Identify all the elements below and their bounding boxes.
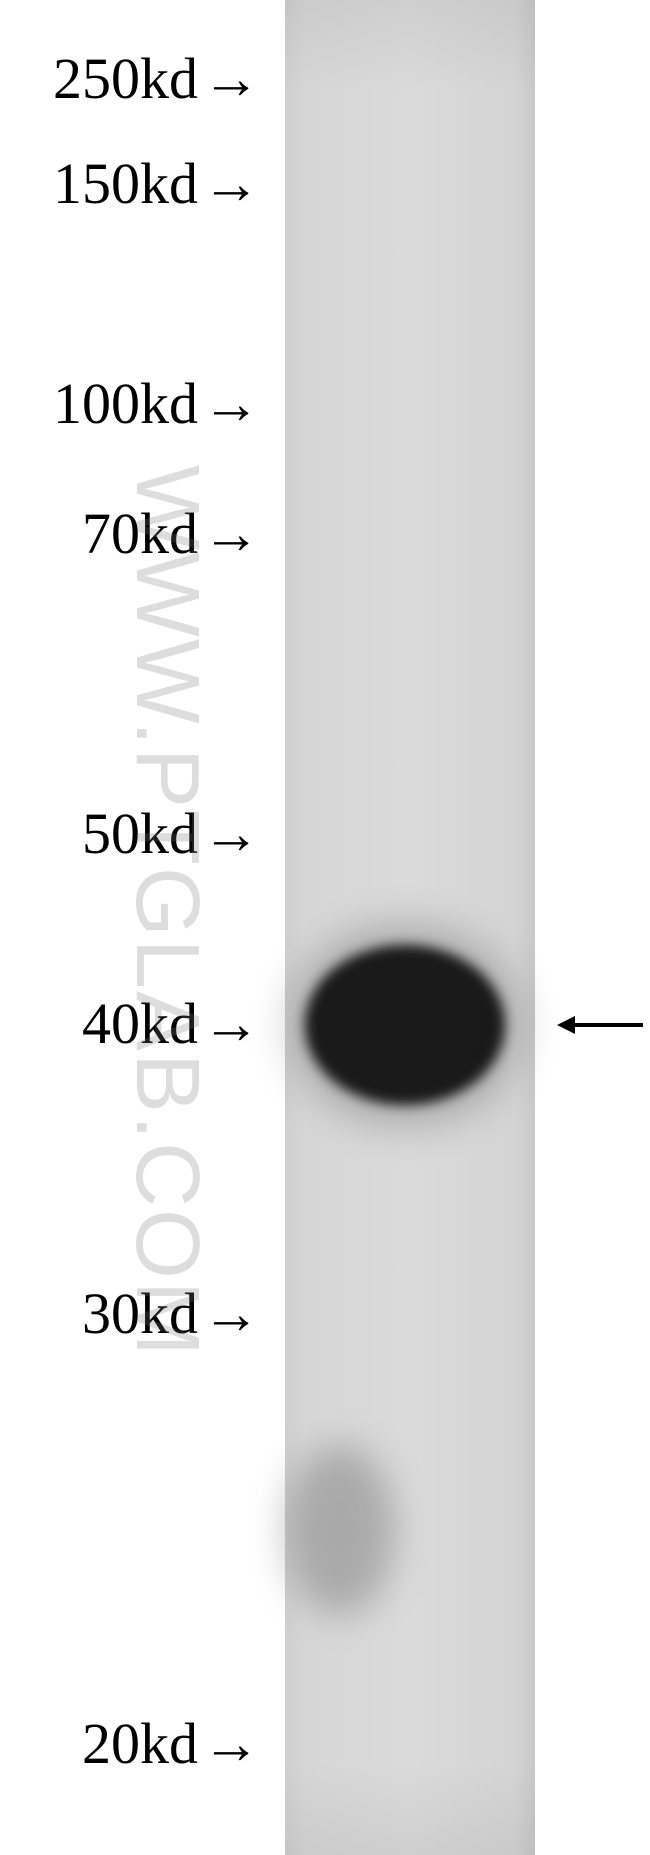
marker-150kd-text: 150kd xyxy=(53,151,198,216)
marker-30kd: 30kd→ xyxy=(82,1280,260,1347)
band-main-halo xyxy=(290,925,520,1125)
marker-50kd: 50kd→ xyxy=(82,800,260,867)
band-secondary xyxy=(285,1445,395,1615)
marker-arrow-icon: → xyxy=(202,500,260,567)
marker-70kd: 70kd→ xyxy=(82,500,260,567)
watermark-label: WWW.PTGLAB.COM xyxy=(117,465,217,1358)
marker-arrow-icon: → xyxy=(202,990,260,1057)
watermark-text: WWW.PTGLAB.COM xyxy=(115,465,218,1358)
marker-50kd-text: 50kd xyxy=(82,801,198,866)
marker-arrow-icon: → xyxy=(202,800,260,867)
marker-100kd-text: 100kd xyxy=(53,371,198,436)
marker-arrow-icon: → xyxy=(202,45,260,112)
marker-70kd-text: 70kd xyxy=(82,501,198,566)
marker-150kd: 150kd→ xyxy=(53,150,260,217)
marker-arrow-icon: → xyxy=(202,1710,260,1777)
marker-40kd-text: 40kd xyxy=(82,991,198,1056)
marker-20kd-text: 20kd xyxy=(82,1711,198,1776)
marker-arrow-icon: → xyxy=(202,370,260,437)
marker-250kd-text: 250kd xyxy=(53,46,198,111)
marker-arrow-icon: → xyxy=(202,150,260,217)
marker-30kd-text: 30kd xyxy=(82,1281,198,1346)
marker-100kd: 100kd→ xyxy=(53,370,260,437)
marker-40kd: 40kd→ xyxy=(82,990,260,1057)
marker-250kd: 250kd→ xyxy=(53,45,260,112)
marker-arrow-icon: → xyxy=(202,1280,260,1347)
target-band-arrow xyxy=(555,1010,645,1040)
arrow-left-icon xyxy=(555,1010,645,1040)
marker-20kd: 20kd→ xyxy=(82,1710,260,1777)
